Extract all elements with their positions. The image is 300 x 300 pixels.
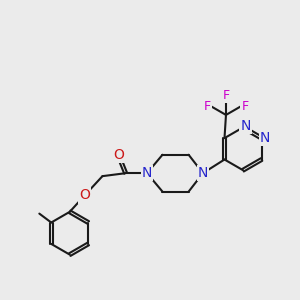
Text: O: O [79, 188, 90, 203]
Text: N: N [260, 131, 270, 145]
Text: F: F [203, 100, 211, 112]
Text: F: F [222, 89, 230, 102]
Text: N: N [240, 119, 250, 133]
Text: O: O [113, 148, 124, 162]
Text: N: N [142, 166, 152, 180]
Text: N: N [198, 166, 208, 180]
Text: F: F [242, 100, 249, 112]
